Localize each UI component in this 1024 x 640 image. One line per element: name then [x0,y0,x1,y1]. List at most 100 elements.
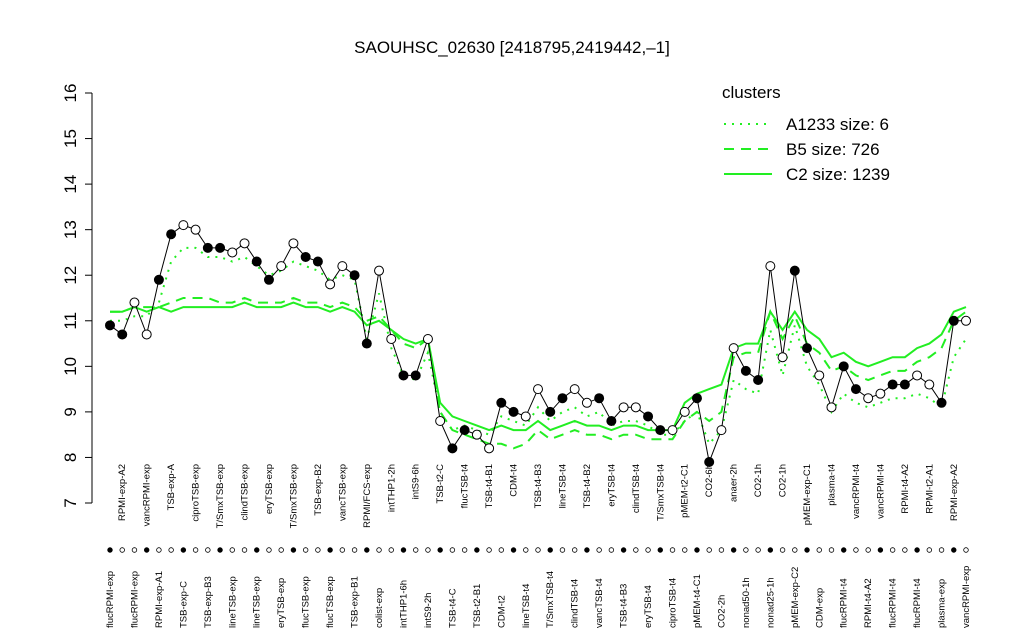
category-dot [914,547,920,553]
x-tick-label: CDM-t2 [496,595,507,628]
x-tick-label: CO2-6h [704,464,715,497]
expression-point [863,393,874,404]
category-dot [963,547,969,553]
x-tick-label: CDM-t4 [509,464,520,497]
x-tick-label: lineTSB-exp [252,576,263,628]
expression-point [263,274,274,285]
category-dot [461,547,468,553]
expression-point [728,343,739,354]
category-dot [669,547,676,553]
legend-label: B5 size: 726 [786,140,880,159]
category-dot [718,547,725,553]
x-tick-label: T/SmxTSB-exp [215,464,226,528]
category-dot [486,547,492,553]
expression-point [251,256,262,267]
x-tick-label: flucTSB-t4 [460,464,471,508]
x-tick-label: TSB-exp-B1 [350,576,361,628]
x-tick-label: intS9-2h [423,593,434,628]
category-dot [816,547,822,553]
expression-point [398,370,409,381]
expression-point [105,320,115,331]
expression-point [508,406,519,417]
x-tick-label: RPMI-t2-A1 [924,464,935,514]
x-tick-label: lineTSB-t4 [557,464,568,508]
expression-point [471,429,482,440]
x-tick-label: eryTSB-t4 [643,585,654,628]
x-tick-label: lineTSB-t4 [521,584,532,628]
category-dot [730,547,737,553]
x-tick-label: RPMI-exp-A2 [117,464,128,521]
category-dot [657,547,663,553]
x-tick-label: TSB-exp-B3 [203,576,214,628]
expression-point [459,425,470,436]
x-tick-label: ciproTSB-t4 [668,578,679,628]
category-dot [853,547,859,553]
expression-point [936,397,947,408]
expression-point [129,297,140,308]
category-dot [547,547,553,553]
x-tick-label: flucRPMI-exp [129,571,140,628]
category-dot [376,547,382,553]
category-dot [571,547,578,553]
cluster-line [110,296,967,450]
category-dot [180,547,187,553]
x-tick-label: plasma-exp [937,579,948,628]
category-dot [694,547,700,553]
x-tick-label: eryTSB-t4 [606,464,617,507]
category-dot [107,547,113,553]
expression-point [691,393,702,404]
x-tick-label: clindTSB-t4 [631,464,642,513]
y-tick-label: 12 [61,266,80,285]
category-dot [951,547,957,553]
expression-point [606,416,617,426]
category-dot [510,547,517,553]
expression-point [899,379,910,390]
expression-point [166,229,177,240]
expression-point [716,425,727,436]
expression-point [802,343,813,354]
expression-point [520,411,531,422]
expression-point [740,365,751,376]
x-tick-label: CO2-2h [716,595,727,628]
legend-label: A1233 size: 6 [786,115,889,134]
y-tick-label: 7 [61,498,80,507]
expression-point [948,315,959,326]
expression-point [312,256,323,267]
y-tick-label: 16 [61,84,80,103]
x-tick-label: vancRPMI-exp [961,566,972,628]
x-tick-label: vancTSB-t4 [594,578,605,628]
expression-point [141,329,152,340]
category-dot [474,547,480,553]
expression-point [288,238,299,249]
x-tick-label: TSB-t2-C [435,464,446,504]
expression-point [569,384,580,395]
category-dot [767,547,774,553]
x-tick-label: anaer-2h [729,464,740,502]
category-dot [523,547,529,553]
legend-title: clusters [722,83,781,102]
category-dot [926,547,933,553]
category-dot [596,547,602,553]
x-tick-label: RPMI-exp-A1 [154,571,165,628]
expression-point [814,370,825,381]
expression-point [655,425,666,436]
category-dot [351,547,358,553]
x-tick-label: TSB-exp-A [166,463,177,510]
x-tick-label: ciproTSB-exp [191,464,202,522]
y-tick-label: 9 [61,407,80,416]
expression-point [704,457,715,467]
x-tick-label: intS9-6h [411,464,422,499]
category-dot [828,547,835,553]
x-tick-label: flucTSB-exp [325,576,336,628]
expression-point [325,279,336,290]
category-dot [425,547,431,553]
x-tick-label: TSB-exp-B2 [313,464,324,516]
expression-point [887,379,898,390]
expression-point [679,406,690,417]
category-dot [290,547,297,553]
x-tick-label: eryTSB-exp [264,464,275,514]
x-tick-label: T/SmxTSB-t4 [655,464,666,521]
x-tick-label: RPMI-t4-A2 [863,578,874,628]
x-tick-label: eryTSB-exp [276,578,287,628]
category-dot [131,547,138,553]
